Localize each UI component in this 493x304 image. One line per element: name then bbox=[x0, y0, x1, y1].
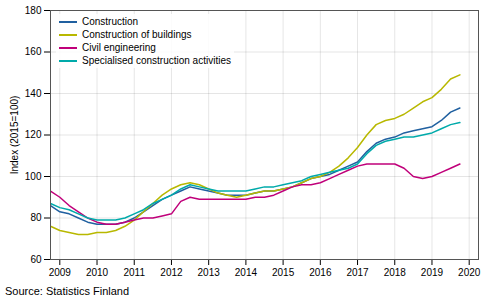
svg-text:120: 120 bbox=[25, 129, 42, 140]
svg-text:100: 100 bbox=[25, 171, 42, 182]
svg-text:2009: 2009 bbox=[49, 267, 72, 278]
svg-text:2011: 2011 bbox=[123, 267, 145, 278]
html-text:Civil engineering: Civil engineering bbox=[82, 42, 156, 53]
svg-text:2017: 2017 bbox=[346, 267, 369, 278]
svg-text:2014: 2014 bbox=[235, 267, 258, 278]
html-text:Construction of buildings: Construction of buildings bbox=[82, 29, 192, 40]
html-text:Specialised construction activ: Specialised construction activities bbox=[82, 55, 231, 66]
svg-text:2012: 2012 bbox=[160, 267, 183, 278]
svg-text:2016: 2016 bbox=[309, 267, 332, 278]
svg-text:2020: 2020 bbox=[458, 267, 481, 278]
html-text:Construction: Construction bbox=[82, 16, 139, 27]
svg-text:140: 140 bbox=[25, 88, 42, 99]
svg-text:160: 160 bbox=[25, 46, 42, 57]
svg-text:2015: 2015 bbox=[272, 267, 295, 278]
svg-text:2018: 2018 bbox=[384, 267, 407, 278]
svg-text:Index (2015=100): Index (2015=100) bbox=[9, 96, 20, 175]
svg-text:2013: 2013 bbox=[198, 267, 221, 278]
svg-text:180: 180 bbox=[25, 5, 42, 16]
html-text:Source: Statistics Finland: Source: Statistics Finland bbox=[5, 285, 130, 297]
svg-text:2010: 2010 bbox=[86, 267, 109, 278]
svg-text:2019: 2019 bbox=[421, 267, 444, 278]
svg-text:80: 80 bbox=[30, 212, 42, 223]
svg-text:60: 60 bbox=[30, 254, 42, 265]
